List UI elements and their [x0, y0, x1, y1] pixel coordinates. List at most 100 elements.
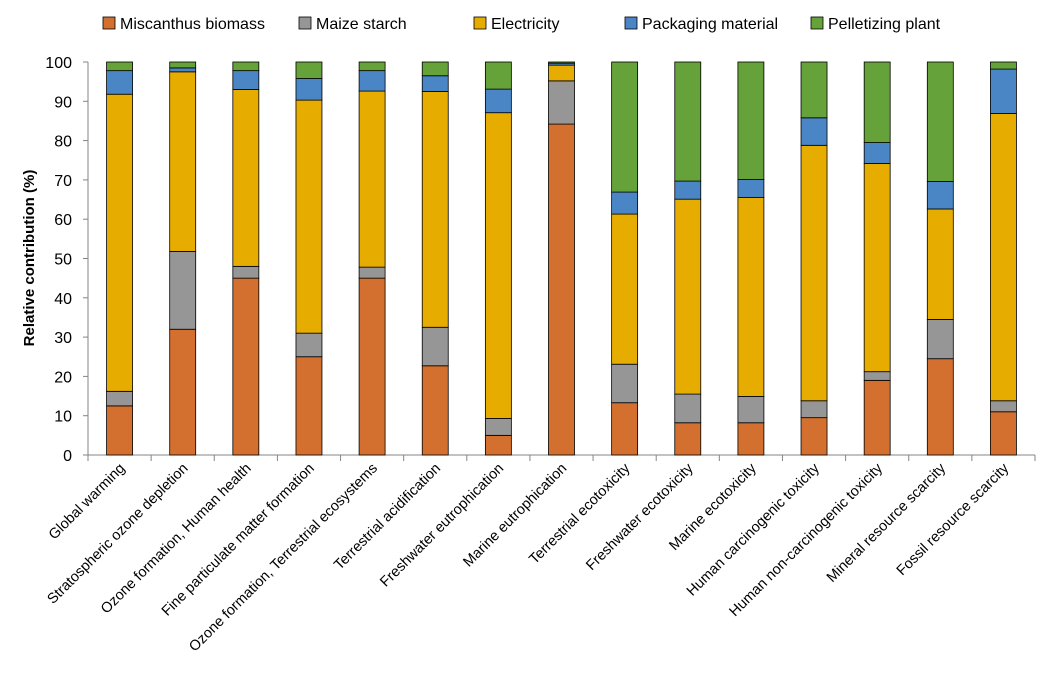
bar-segment-packaging-material — [990, 68, 1017, 114]
legend-label: Maize starch — [316, 16, 407, 33]
x-tick-label: Mineral resource scarcity — [824, 460, 950, 586]
bar-segment-miscanthus-biomass — [106, 405, 133, 456]
bar-segment-electricity — [737, 197, 765, 397]
bar-segment-maize-starch — [169, 251, 197, 330]
bar-segment-pelletizing-plant — [169, 61, 197, 69]
bar-segment-packaging-material — [737, 179, 765, 198]
x-tick-label: Human carcinogenic toxicity — [684, 460, 823, 599]
bar-segment-maize-starch — [800, 400, 828, 419]
y-tick-label: 100 — [45, 55, 72, 72]
bar-segment-packaging-material — [674, 180, 702, 200]
legend-swatch — [810, 16, 824, 30]
bar-segment-pelletizing-plant — [990, 61, 1017, 70]
y-tick-label: 90 — [54, 94, 72, 111]
y-tick-label: 70 — [54, 173, 72, 190]
bar-segment-miscanthus-biomass — [295, 356, 323, 456]
bar-segment-pelletizing-plant — [737, 61, 765, 180]
bar-segment-electricity — [548, 64, 575, 82]
y-tick-label: 10 — [54, 409, 72, 426]
y-tick-label: 80 — [54, 134, 72, 151]
legend-label: Electricity — [491, 16, 559, 33]
x-tick-label: Freshwater eutrophication — [377, 461, 507, 591]
bar-segment-packaging-material — [169, 67, 197, 73]
legend-item: Packaging material — [624, 16, 778, 33]
bar-segment-electricity — [800, 144, 828, 402]
bar-segment-electricity — [863, 162, 891, 373]
bar-segment-miscanthus-biomass — [548, 123, 575, 456]
legend-label: Miscanthus biomass — [120, 16, 265, 33]
bar-segment-miscanthus-biomass — [863, 379, 891, 456]
bar-segment-maize-starch — [737, 396, 765, 424]
bar-segment-pelletizing-plant — [674, 61, 702, 182]
bar-segment-pelletizing-plant — [548, 61, 575, 64]
legend-label: Packaging material — [642, 16, 778, 33]
bar-segment-miscanthus-biomass — [611, 402, 639, 456]
bar-segment-electricity — [484, 112, 512, 419]
bar-segment-pelletizing-plant — [358, 61, 386, 72]
bar-segment-miscanthus-biomass — [169, 328, 197, 456]
bar-segment-packaging-material — [800, 117, 828, 146]
y-tick-label: 20 — [54, 369, 72, 386]
bar-segment-miscanthus-biomass — [674, 422, 702, 456]
bar-segment-maize-starch — [926, 319, 954, 360]
x-tick-label: Marine eutrophication — [460, 461, 570, 571]
legend-swatch — [624, 16, 638, 30]
bar-segment-electricity — [106, 93, 133, 392]
bar-segment-miscanthus-biomass — [990, 411, 1017, 456]
bar-segment-maize-starch — [106, 390, 133, 407]
bar-segment-packaging-material — [232, 70, 260, 90]
bar-segment-miscanthus-biomass — [484, 434, 512, 456]
bar-segment-pelletizing-plant — [800, 61, 828, 119]
legend-label: Pelletizing plant — [828, 16, 941, 33]
bar-segment-maize-starch — [358, 266, 386, 279]
legend-swatch — [102, 16, 116, 30]
bar-segment-miscanthus-biomass — [926, 358, 954, 456]
bar-segment-pelletizing-plant — [484, 61, 512, 90]
bar-segment-packaging-material — [863, 142, 891, 164]
bar-segment-maize-starch — [990, 400, 1017, 413]
bar-segment-pelletizing-plant — [863, 61, 891, 143]
bar-segment-miscanthus-biomass — [232, 277, 260, 456]
x-tick-label: Freshwater ecotoxicity — [583, 460, 697, 574]
bar-segment-maize-starch — [674, 393, 702, 424]
y-tick-label: 60 — [54, 212, 72, 229]
bar-segment-pelletizing-plant — [421, 61, 449, 77]
bar-segment-miscanthus-biomass — [800, 417, 828, 456]
y-tick-label: 40 — [54, 291, 72, 308]
bar-segment-packaging-material — [611, 191, 639, 215]
bar-segment-pelletizing-plant — [232, 61, 260, 72]
bar-segment-electricity — [421, 91, 449, 328]
bar-segment-maize-starch — [484, 418, 512, 436]
legend-item: Miscanthus biomass — [102, 16, 265, 33]
bar-segment-electricity — [358, 90, 386, 268]
bar-segment-electricity — [169, 71, 197, 252]
legend-item: Electricity — [473, 16, 559, 33]
x-tick-label: Terrestrial acidification — [331, 461, 444, 574]
bar-segment-electricity — [990, 113, 1017, 402]
bar-segment-electricity — [295, 99, 323, 334]
bar-segment-pelletizing-plant — [611, 61, 639, 193]
x-tick-label: Fossil resource scarcity — [894, 460, 1013, 579]
bar-segment-pelletizing-plant — [926, 61, 954, 182]
bar-segment-electricity — [926, 208, 954, 320]
bar-segment-maize-starch — [421, 326, 449, 367]
bar-segment-maize-starch — [863, 371, 891, 381]
legend: Miscanthus biomass Maize starch Electricit… — [102, 16, 941, 33]
bar-segment-electricity — [674, 198, 702, 395]
bar-segment-electricity — [232, 89, 260, 267]
bar-segment-miscanthus-biomass — [358, 277, 386, 456]
bar-segment-packaging-material — [484, 88, 512, 114]
bar-segment-packaging-material — [926, 181, 954, 210]
bar-segment-packaging-material — [421, 75, 449, 92]
bar-segment-pelletizing-plant — [295, 61, 323, 79]
y-tick-label: 0 — [63, 448, 72, 465]
bar-segment-packaging-material — [358, 70, 386, 92]
bar-segment-maize-starch — [232, 265, 260, 279]
y-tick-label: 30 — [54, 330, 72, 347]
bar-segment-maize-starch — [295, 332, 323, 358]
y-tick-label: 50 — [54, 252, 72, 269]
bar-segment-maize-starch — [611, 363, 639, 404]
